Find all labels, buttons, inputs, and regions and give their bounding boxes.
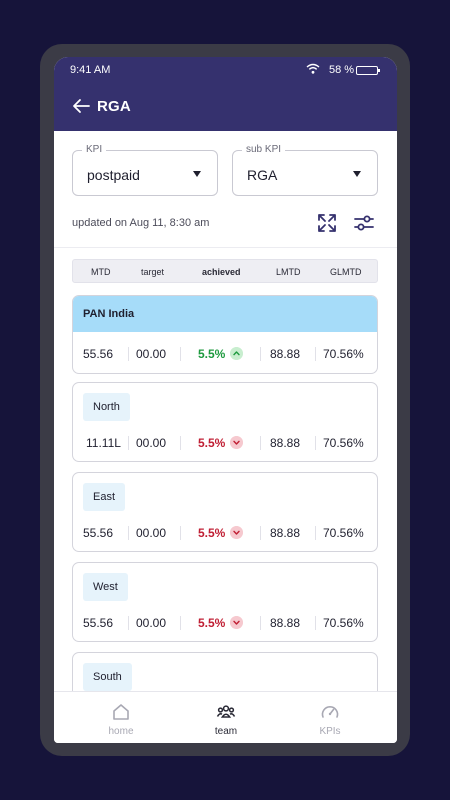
divider [54,247,397,248]
column-separator [260,436,261,450]
column-separator [128,347,129,361]
home-icon [113,704,129,720]
speedometer-icon [321,706,339,718]
achieved-value: 5.5% [198,347,226,361]
trend-down-icon [230,616,243,629]
trend-up-icon [230,347,243,360]
nav-team-label: team [214,726,238,737]
nav-kpis-label: KPIs [319,726,341,737]
lmtd-value: 88.88 [270,526,301,540]
column-separator [260,526,261,540]
pan-india-header: PAN India [73,296,377,332]
metrics-row: 11.11L 00.00 5.5% 88.88 70.56% [73,433,377,453]
expand-icon[interactable] [316,212,338,234]
kpi-select-value: postpaid [87,167,140,183]
target-value: 00.00 [136,526,167,540]
lmtd-value: 88.88 [270,436,301,450]
column-glmtd: GLMTD [330,267,362,277]
sub-kpi-select-label: sub KPI [242,144,286,155]
region-name: South [83,663,132,691]
column-separator [180,436,181,450]
column-separator [315,526,316,540]
glmtd-value: 70.56% [323,347,364,361]
caret-down-icon [353,171,361,177]
column-separator [128,436,129,450]
mtd-value: 55.56 [83,347,114,361]
sub-kpi-select[interactable]: sub KPI RGA [232,144,378,196]
column-target: target [141,267,165,277]
achieved-value: 5.5% [198,526,226,540]
nav-team[interactable]: team [169,692,283,743]
trend-down-icon [230,526,243,539]
lmtd-value: 88.88 [270,347,301,361]
filter-sliders-icon[interactable] [353,212,375,234]
column-separator [315,436,316,450]
region-name: West [83,573,128,601]
status-bar: 9:41 AM 58 % [54,57,397,83]
column-separator [180,616,181,630]
column-separator [315,347,316,361]
lmtd-value: 88.88 [270,616,301,630]
column-separator [128,616,129,630]
battery-percent: 58 % [329,64,355,76]
column-header: MTD target achieved LMTD GLMTD [72,259,378,283]
region-card-north[interactable]: North 11.11L 00.00 5.5% 88.88 70.56% [72,382,378,462]
updated-timestamp: updated on Aug 11, 8:30 am [72,217,210,229]
column-separator [180,347,181,361]
glmtd-value: 70.56% [323,616,364,630]
nav-home-label: home [108,726,134,737]
achieved-value: 5.5% [198,616,226,630]
nav-kpis[interactable]: KPIs [273,692,387,743]
caret-down-icon [193,171,201,177]
metrics-row: 55.56 00.00 5.5% 88.88 70.56% [73,523,377,543]
mtd-value: 55.56 [83,526,114,540]
bottom-navigation: home team KPIs [54,691,397,743]
achieved-value: 5.5% [198,436,226,450]
kpi-select-label: KPI [82,144,107,155]
column-separator [128,526,129,540]
metrics-row: 55.56 00.00 5.5% 88.88 70.56% [73,344,377,364]
column-separator [260,347,261,361]
column-achieved: achieved [202,267,241,277]
nav-home[interactable]: home [64,692,178,743]
region-name: North [83,393,130,421]
trend-down-icon [230,436,243,449]
metrics-row: 55.56 00.00 5.5% 88.88 70.56% [73,613,377,633]
page-title: RGA [97,98,131,115]
glmtd-value: 70.56% [323,436,364,450]
battery-icon [356,66,380,75]
wifi-icon [306,63,320,74]
phone-screen: 9:41 AM 58 % RGA KPI postpaid sub KPI RG… [54,57,397,743]
column-separator [260,616,261,630]
region-card-east[interactable]: East 55.56 00.00 5.5% 88.88 70.56% [72,472,378,552]
column-separator [180,526,181,540]
sub-kpi-select-value: RGA [247,167,278,183]
app-bar: RGA [54,83,397,131]
target-value: 00.00 [136,347,167,361]
status-time: 9:41 AM [70,64,111,76]
mtd-value: 11.11L [86,436,121,450]
target-value: 00.00 [136,616,167,630]
region-name: East [83,483,126,511]
column-mtd: MTD [91,267,111,277]
region-card-west[interactable]: West 55.56 00.00 5.5% 88.88 70.56% [72,562,378,642]
back-arrow-icon[interactable] [72,98,90,114]
target-value: 00.00 [136,436,167,450]
pan-india-name: PAN India [83,308,135,320]
column-lmtd: LMTD [276,267,301,277]
team-icon [216,705,236,718]
kpi-select[interactable]: KPI postpaid [72,144,218,196]
pan-india-card[interactable]: PAN India 55.56 00.00 5.5% 88.88 70.56% [72,295,378,374]
glmtd-value: 70.56% [323,526,364,540]
column-separator [315,616,316,630]
mtd-value: 55.56 [83,616,114,630]
